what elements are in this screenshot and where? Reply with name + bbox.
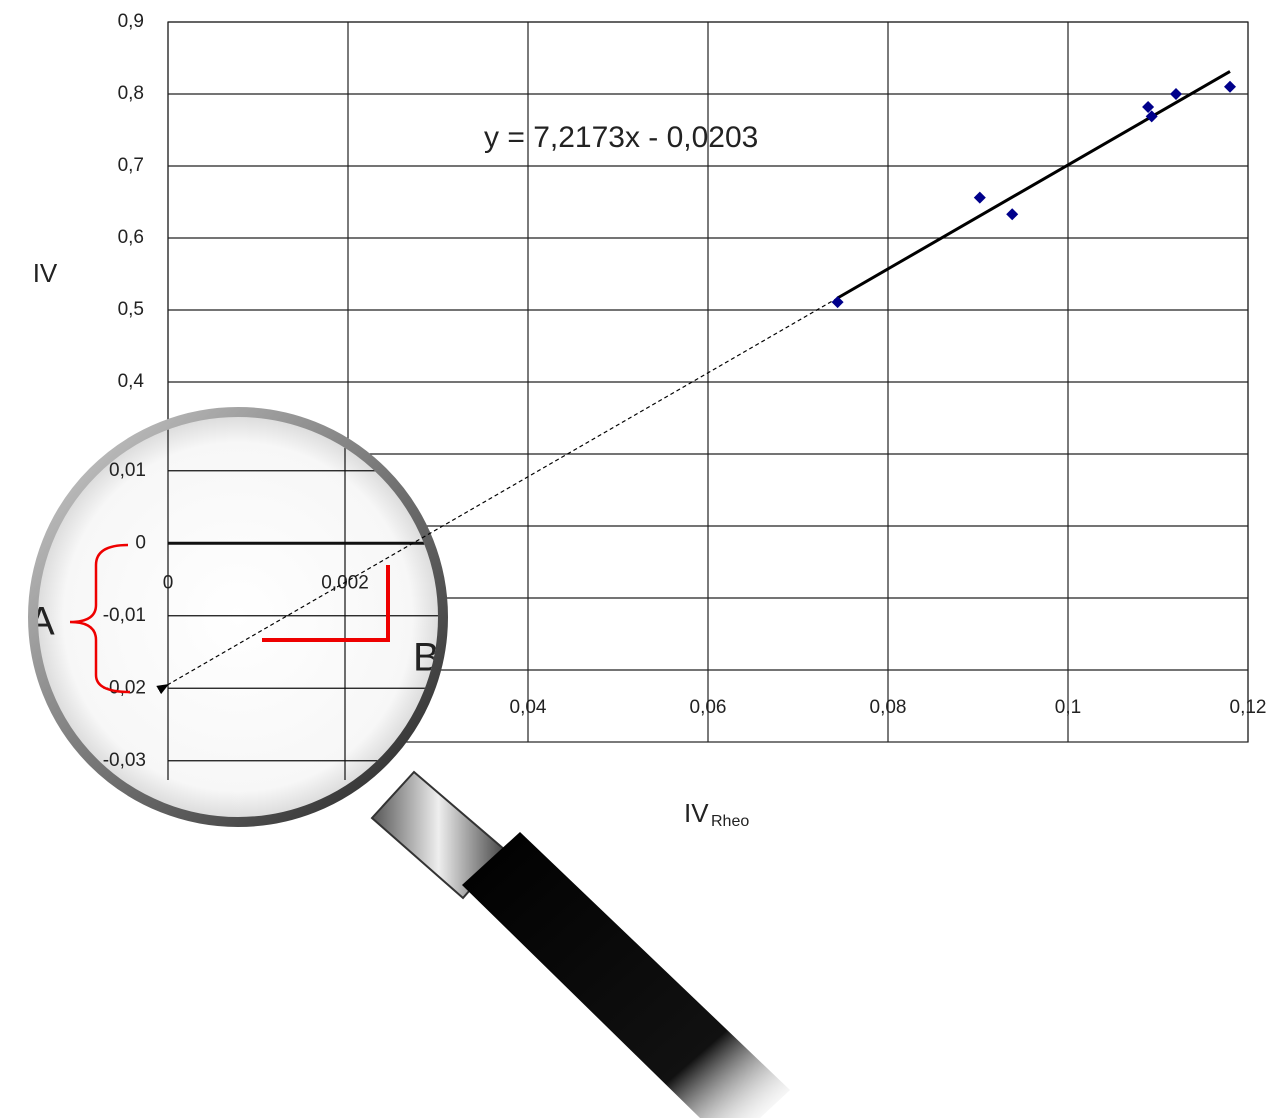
data-point	[1170, 88, 1182, 100]
x-tick-label: 0,08	[870, 697, 907, 718]
inset-y-tick-label: 0,01	[109, 460, 146, 481]
inset-y-tick-label: -0,02	[103, 677, 146, 698]
y-axis-label: IV	[33, 258, 58, 288]
y-tick-label: 0,7	[118, 155, 144, 176]
y-tick-label: 0,6	[118, 227, 144, 248]
x-tick-label: 0,04	[510, 697, 547, 718]
x-axis-label-sub: Rheo	[711, 813, 749, 830]
y-tick-label: 0,4	[118, 371, 145, 392]
trendline-equation: y = 7,2173x - 0,0203	[484, 121, 758, 154]
x-tick-label: 0,06	[690, 697, 727, 718]
overlay: y = 7,2173x - 0,0203	[168, 71, 1236, 684]
data-point	[974, 192, 986, 204]
x-tick-label: 0,12	[1230, 697, 1267, 718]
inset-y-tick-label: -0,03	[103, 750, 146, 771]
y-tick-label: 0,8	[118, 83, 144, 104]
x-axis-label: IV	[684, 798, 709, 828]
y-tick-label: 0,5	[118, 299, 144, 320]
data-point	[832, 296, 844, 308]
data-point	[1224, 81, 1236, 93]
y-tick-label: 0,9	[118, 11, 144, 32]
x-tick-label: 0,1	[1055, 697, 1081, 718]
chart: 0,04 0,06 0,08 0,1 0,12 0,4 0,5 0,6 0,7 0,8 0,9 IV I…	[0, 0, 1288, 1118]
inset-x-tick-label: 0	[163, 572, 174, 593]
trendline	[838, 71, 1230, 298]
inset-y-tick-label: -0,01	[103, 605, 146, 626]
data-point	[1006, 208, 1018, 220]
inset-y-tick-label: 0	[135, 532, 146, 553]
